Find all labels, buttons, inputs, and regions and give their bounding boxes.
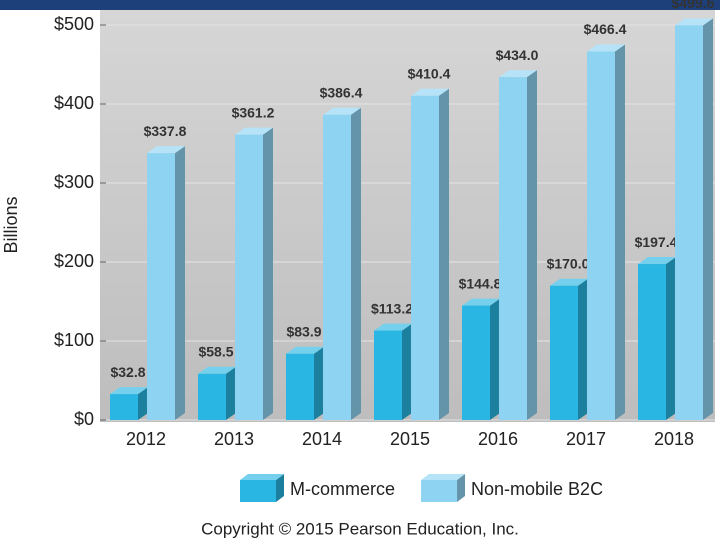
value-label vl: $434.0: [496, 47, 539, 63]
bar-top: [411, 88, 449, 96]
bar-top: [235, 127, 273, 135]
bar: [286, 353, 314, 420]
bar: [147, 153, 175, 420]
legend-label: M-commerce: [290, 479, 395, 499]
value-label vl: $361.2: [232, 104, 275, 120]
legend-side: [457, 474, 466, 502]
copyright: Copyright © 2015 Pearson Education, Inc.: [201, 519, 519, 538]
bar-side: [490, 298, 500, 420]
bar-top: [110, 387, 148, 395]
bar-side: [615, 44, 625, 420]
bar: [462, 305, 490, 420]
value-label vl: $386.4: [320, 84, 363, 100]
bar: [411, 95, 439, 420]
bar-top: [323, 107, 361, 115]
bar-side: [226, 366, 236, 420]
x-tick-label: 2012: [126, 429, 166, 449]
x-tick-label: 2017: [566, 429, 606, 449]
x-tick-label: 2014: [302, 429, 342, 449]
bar-top: [374, 323, 412, 331]
value-label vl: $32.8: [110, 364, 145, 380]
bar-side: [351, 107, 361, 420]
bar: [235, 134, 263, 421]
bar-top: [147, 146, 185, 154]
y-tick-label: $100: [54, 330, 94, 350]
legend-label: Non-mobile B2C: [471, 479, 603, 499]
y-tick-label: $0: [74, 409, 94, 429]
bar: [198, 373, 226, 420]
x-tick-label: 2018: [654, 429, 694, 449]
bar-side: [666, 257, 676, 420]
bar-top: [638, 257, 676, 265]
value-label vl: $410.4: [408, 65, 451, 81]
bar: [638, 264, 666, 420]
bar-side: [703, 18, 713, 420]
x-tick-label: 2015: [390, 429, 430, 449]
bar-side: [527, 70, 537, 420]
value-label vl: $337.8: [144, 123, 187, 139]
legend-swatch: [240, 480, 276, 502]
bar: [374, 330, 402, 420]
bar: [323, 114, 351, 420]
bar-top: [587, 44, 625, 52]
bar: [587, 51, 615, 420]
bar: [499, 77, 527, 420]
x-tick-label: 2013: [214, 429, 254, 449]
bar-top: [550, 278, 588, 286]
bar-top: [499, 70, 537, 78]
bar-top: [198, 366, 236, 374]
value-label vl: $144.8: [459, 275, 502, 291]
bar-side: [175, 146, 185, 420]
y-tick-label: $300: [54, 172, 94, 192]
legend-top: [421, 474, 466, 480]
bar: [550, 285, 578, 420]
bar-side: [314, 346, 324, 420]
y-axis-label: Billions: [1, 196, 21, 253]
bar-side: [263, 127, 273, 420]
bar-side: [578, 278, 588, 420]
bar-top: [286, 346, 324, 354]
bar-side: [138, 387, 148, 420]
value-label vl: $113.2: [371, 300, 413, 316]
bar-top: [462, 298, 500, 306]
value-label vl: $499.6: [672, 0, 715, 11]
top-band: [0, 0, 720, 10]
y-tick-label: $500: [54, 14, 94, 34]
y-tick-label: $200: [54, 251, 94, 271]
value-label vl: $197.4: [635, 234, 678, 250]
legend-swatch: [421, 480, 458, 502]
bar-top: [675, 18, 713, 26]
value-label vl: $83.9: [286, 323, 321, 339]
legend-top: [240, 474, 284, 480]
bar: [110, 394, 138, 420]
bar-side: [439, 88, 449, 420]
bar: [675, 25, 703, 420]
value-label vl: $466.4: [584, 21, 627, 37]
x-tick-label: 2016: [478, 429, 518, 449]
value-label vl: $58.5: [198, 343, 233, 359]
value-label vl: $170.0: [547, 255, 590, 271]
legend-side: [276, 474, 284, 502]
bar-side: [402, 323, 412, 420]
y-tick-label: $400: [54, 93, 94, 113]
